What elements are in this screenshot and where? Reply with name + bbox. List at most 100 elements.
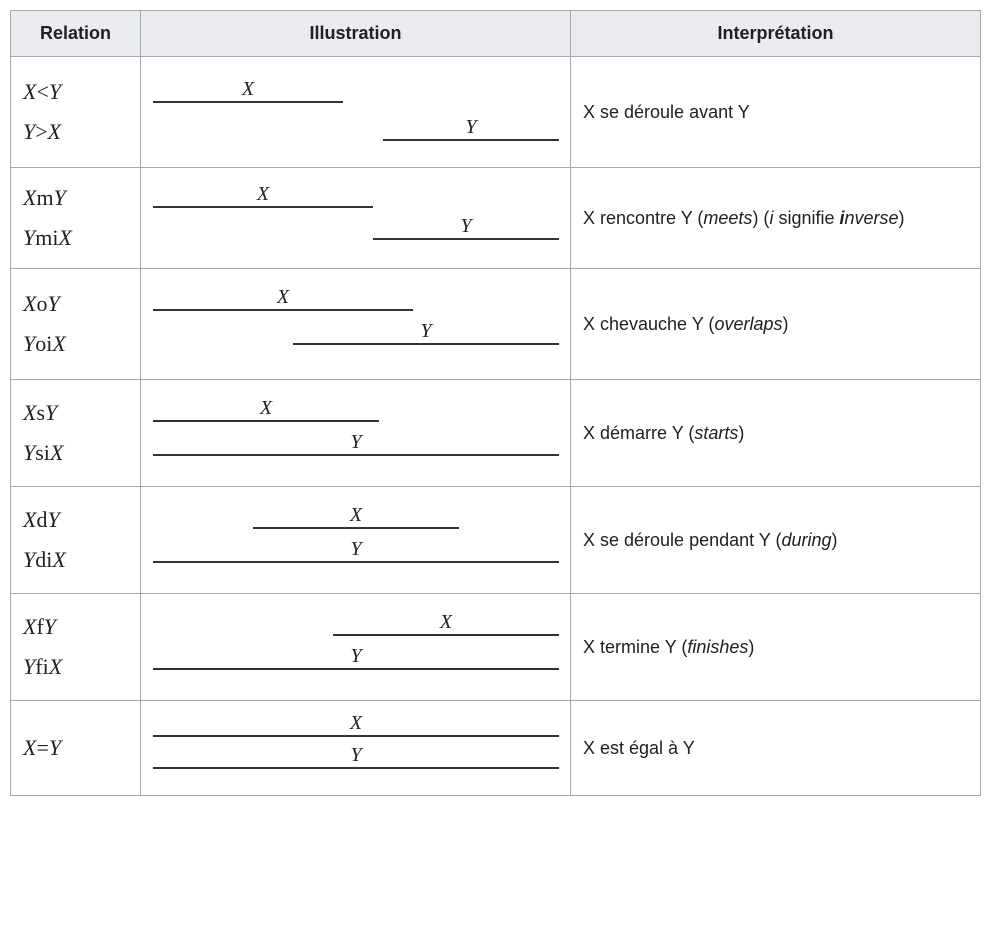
relation-lhs: Y xyxy=(23,654,35,679)
interp-text: ) xyxy=(832,530,838,550)
relation-lhs: Y xyxy=(23,440,35,465)
relation-op: m xyxy=(36,185,53,210)
interp-text: X termine Y ( xyxy=(583,637,687,657)
interval-label: X xyxy=(153,397,379,420)
interp-text: during xyxy=(781,530,831,550)
interval-label: X xyxy=(153,712,559,735)
interval-bar xyxy=(153,101,343,103)
illustration-cell: XY xyxy=(141,168,571,269)
interval-bar xyxy=(373,238,559,240)
interval-bar xyxy=(153,735,559,737)
interpretation-cell: X rencontre Y (meets) (i signifie invers… xyxy=(571,168,981,269)
relation-expression: XdY xyxy=(23,500,128,540)
interval-label: Y xyxy=(153,645,559,668)
relation-op: oi xyxy=(35,331,52,356)
interp-text: signifie xyxy=(773,208,839,228)
interval-bar xyxy=(383,139,559,141)
relation-lhs: X xyxy=(23,291,36,316)
relation-rhs: Y xyxy=(49,735,61,760)
interval-label: Y xyxy=(153,744,559,767)
header-illustration: Illustration xyxy=(141,11,571,57)
interval-bar xyxy=(153,420,379,422)
relation-rhs: Y xyxy=(49,79,61,104)
interval-diagram: XY xyxy=(153,178,558,258)
interpretation-cell: X se déroule avant Y xyxy=(571,57,981,168)
relation-cell: XoY YoiX xyxy=(11,269,141,380)
interval-segment: Y xyxy=(153,537,559,563)
interval-bar xyxy=(293,343,559,345)
table-row: XdYYdiXXYX se déroule pendant Y (during) xyxy=(11,487,981,594)
relation-op: f xyxy=(36,614,43,639)
interval-label: X xyxy=(153,183,373,206)
relation-op: o xyxy=(36,291,47,316)
interval-segment: X xyxy=(153,711,559,737)
relation-op: s xyxy=(36,400,45,425)
header-relation: Relation xyxy=(11,11,141,57)
interval-diagram: XY xyxy=(153,279,558,369)
interval-segment: X xyxy=(153,396,379,422)
relation-cell: XmYYmiX xyxy=(11,168,141,269)
relation-rhs: X xyxy=(58,225,71,250)
relation-op: fi xyxy=(35,654,48,679)
relation-rhs: Y xyxy=(54,185,66,210)
relation-expression: Y>X xyxy=(23,112,128,152)
interp-text: nverse xyxy=(845,208,899,228)
interval-label: X xyxy=(253,504,459,527)
interp-text: X se déroule pendant Y ( xyxy=(583,530,781,550)
table-row: X=YXYX est égal à Y xyxy=(11,701,981,796)
relation-expression: X<Y xyxy=(23,72,128,112)
relation-op: < xyxy=(36,79,48,104)
interval-segment: Y xyxy=(153,743,559,769)
relation-rhs: Y xyxy=(47,507,59,532)
relation-rhs: X xyxy=(52,331,65,356)
illustration-cell: XY xyxy=(141,594,571,701)
interval-diagram: XY xyxy=(153,67,558,157)
relation-op: si xyxy=(35,440,50,465)
interpretation-cell: X est égal à Y xyxy=(571,701,981,796)
relation-rhs: Y xyxy=(47,291,59,316)
allen-relations-table: Relation Illustration Interprétation X<Y… xyxy=(10,10,981,796)
interpretation-cell: X démarre Y (starts) xyxy=(571,380,981,487)
interval-label: Y xyxy=(153,431,559,454)
interval-segment: X xyxy=(153,285,413,311)
interp-text: ) xyxy=(748,637,754,657)
interval-label: X xyxy=(333,611,559,634)
interval-segment: Y xyxy=(153,430,559,456)
interval-bar xyxy=(153,767,559,769)
relation-lhs: X xyxy=(23,614,36,639)
relation-expression: YoiX xyxy=(23,324,128,364)
relation-expression: YmiX xyxy=(23,218,128,258)
interp-text: X chevauche Y ( xyxy=(583,314,714,334)
interval-segment: Y xyxy=(153,644,559,670)
interval-segment: X xyxy=(333,610,559,636)
interval-label: X xyxy=(153,78,343,101)
interp-text: X est égal à Y xyxy=(583,738,695,758)
table-row: X<YY>XXYX se déroule avant Y xyxy=(11,57,981,168)
relation-expression: XfY xyxy=(23,607,128,647)
header-interpretation: Interprétation xyxy=(571,11,981,57)
relation-cell: XfYYfiX xyxy=(11,594,141,701)
relation-cell: X<YY>X xyxy=(11,57,141,168)
interp-text: X rencontre Y ( xyxy=(583,208,703,228)
interval-segment: X xyxy=(153,182,373,208)
relation-expression: XsY xyxy=(23,393,128,433)
relation-expression: YsiX xyxy=(23,433,128,473)
interval-bar xyxy=(153,668,559,670)
interval-diagram: XY xyxy=(153,604,558,690)
relation-lhs: X xyxy=(23,400,36,425)
interval-bar xyxy=(333,634,559,636)
interval-bar xyxy=(153,454,559,456)
relation-op: d xyxy=(36,507,47,532)
relation-cell: X=Y xyxy=(11,701,141,796)
table-row: XfYYfiXXYX termine Y (finishes) xyxy=(11,594,981,701)
relation-expression: YdiX xyxy=(23,540,128,580)
relation-lhs: X xyxy=(23,185,36,210)
illustration-cell: XY xyxy=(141,57,571,168)
interval-bar xyxy=(153,561,559,563)
interp-text: finishes xyxy=(687,637,748,657)
relation-lhs: X xyxy=(23,735,36,760)
relation-rhs: X xyxy=(49,654,62,679)
relation-expression: XmY xyxy=(23,178,128,218)
interval-segment: X xyxy=(153,77,343,103)
relation-op: mi xyxy=(35,225,58,250)
